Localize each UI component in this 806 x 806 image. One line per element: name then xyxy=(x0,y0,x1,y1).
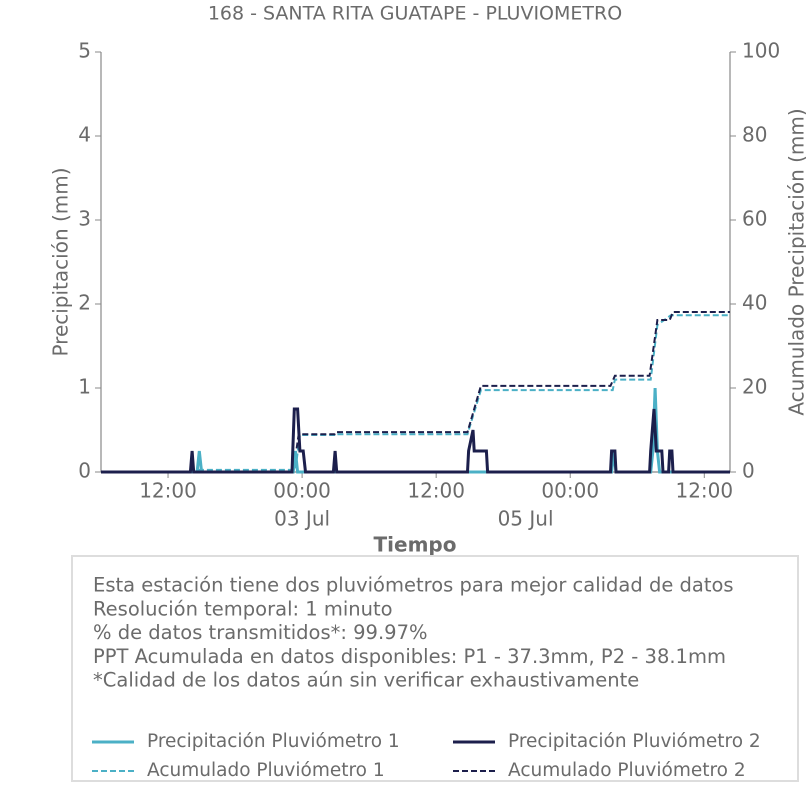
x-tick-label: 12:00 xyxy=(139,479,197,503)
info-line: Esta estación tiene dos pluviómetros par… xyxy=(93,574,734,597)
y2-tick-label: 20 xyxy=(742,375,767,399)
y2-tick-label: 0 xyxy=(742,459,755,483)
legend-label: Precipitación Pluviómetro 2 xyxy=(508,731,761,752)
y2-tick-label: 60 xyxy=(742,207,767,231)
info-box xyxy=(71,555,799,782)
y2-axis-label: Acumulado Precipitación (mm) xyxy=(785,108,806,415)
chart-title: 168 - SANTA RITA GUATAPE - PLUVIOMETRO xyxy=(208,3,622,25)
series-line xyxy=(101,407,730,474)
series-line xyxy=(101,387,730,474)
info-line: PPT Acumulada en datos disponibles: P1 -… xyxy=(93,645,726,668)
x-date-label: 05 Jul xyxy=(498,507,554,531)
info-line: Resolución temporal: 1 minuto xyxy=(93,597,393,620)
x-axis-label: Tiempo xyxy=(374,533,457,557)
y-tick-label: 2 xyxy=(78,291,91,315)
y-tick-label: 4 xyxy=(78,123,91,147)
y-tick-label: 0 xyxy=(78,459,91,483)
info-line: *Calidad de los datos aún sin verificar … xyxy=(93,669,639,692)
series-line xyxy=(101,311,730,473)
x-tick-label: 12:00 xyxy=(407,479,465,503)
y-tick-label: 3 xyxy=(78,207,91,231)
x-tick-label: 12:00 xyxy=(675,479,733,503)
legend-label: Acumulado Pluviómetro 1 xyxy=(147,760,385,781)
y2-tick-label: 100 xyxy=(742,39,780,63)
info-line: % de datos transmitidos*: 99.97% xyxy=(93,621,428,644)
y-tick-label: 5 xyxy=(78,39,91,63)
legend-label: Precipitación Pluviómetro 1 xyxy=(147,731,400,752)
y2-tick-label: 80 xyxy=(742,123,767,147)
x-tick-label: 00:00 xyxy=(273,479,331,503)
y2-tick-label: 40 xyxy=(742,291,767,315)
y-axis-label: Precipitación (mm) xyxy=(49,167,73,356)
x-tick-label: 00:00 xyxy=(541,479,599,503)
series-line xyxy=(101,314,730,473)
x-date-label: 03 Jul xyxy=(274,507,330,531)
y-tick-label: 1 xyxy=(78,375,91,399)
legend-label: Acumulado Pluviómetro 2 xyxy=(508,760,746,781)
